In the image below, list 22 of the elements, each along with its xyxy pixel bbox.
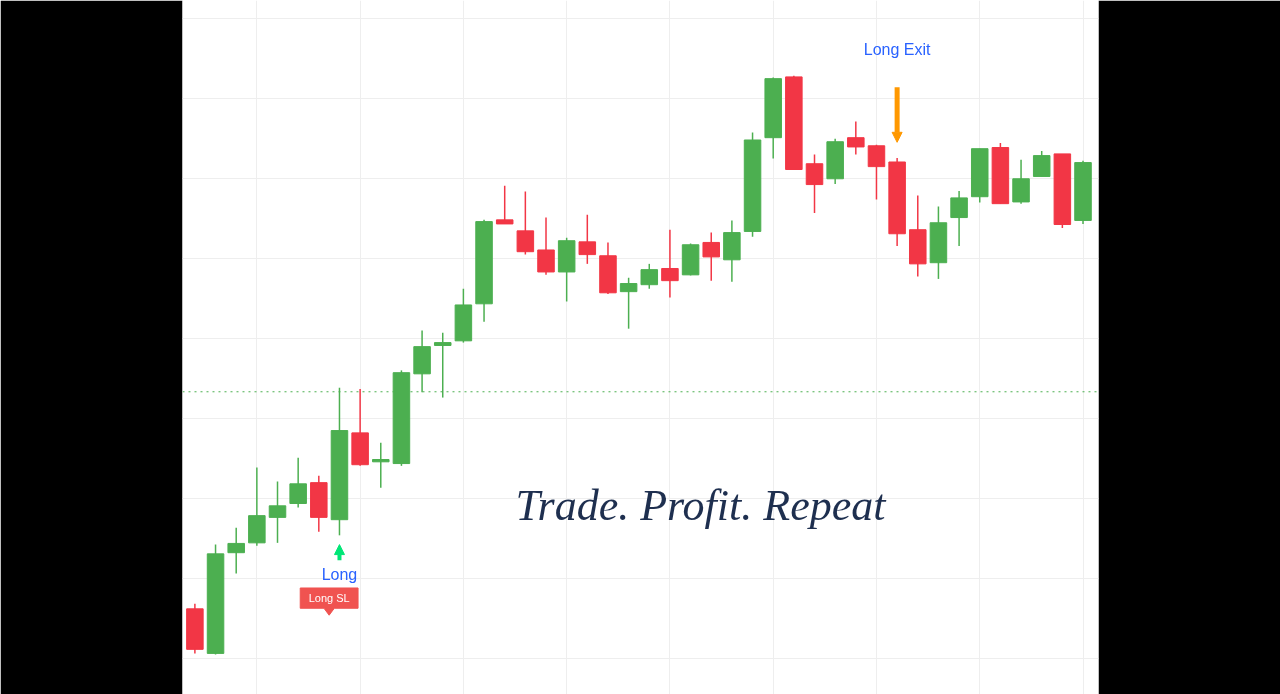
candlestick [867, 143, 886, 201]
text: Trade. Profit. Repeat [515, 481, 888, 530]
candlestick [640, 263, 659, 290]
candlestick [1032, 150, 1051, 178]
candlestick [1012, 158, 1030, 205]
text: Long Exit [863, 41, 932, 59]
candlestick [537, 216, 555, 276]
candlestick [495, 184, 514, 225]
candlestick [268, 480, 287, 544]
candlestick [578, 213, 597, 265]
candlestick [661, 228, 679, 299]
annotation: Long [321, 566, 358, 584]
candlestick [702, 231, 720, 282]
annotation: Long SL [308, 592, 350, 605]
candlestick [950, 190, 968, 247]
candlestick [619, 277, 638, 330]
candlestick [372, 441, 390, 489]
candlestick [847, 120, 865, 156]
candlestick [289, 457, 307, 509]
candlestick [805, 153, 824, 214]
candlestick [227, 527, 245, 575]
candlestick [516, 190, 535, 256]
